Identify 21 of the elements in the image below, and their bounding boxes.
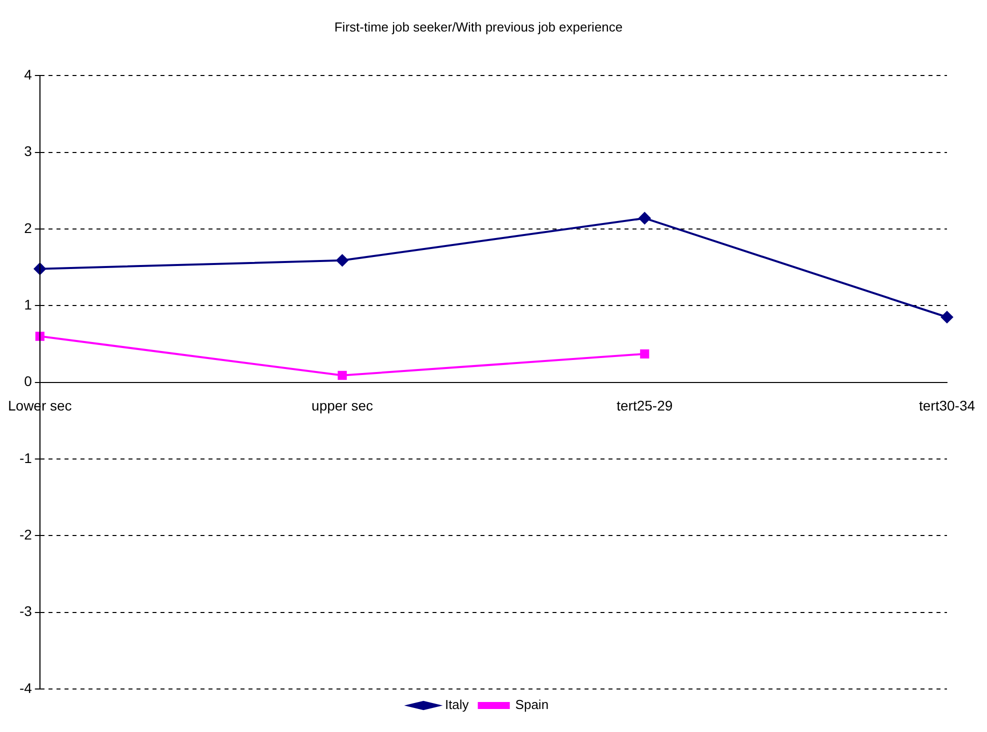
- legend-label: Spain: [515, 697, 549, 712]
- x-tick-label: tert30-34: [918, 398, 976, 414]
- point: [640, 349, 650, 358]
- point: [35, 332, 44, 341]
- y-tick-label: 1: [24, 296, 32, 312]
- x-tick-label: upper sec: [312, 398, 374, 414]
- y-tick-label: -4: [19, 680, 32, 696]
- chart-title: First-time job seeker/With previous job experience: [334, 19, 623, 34]
- y-tick-label: 3: [24, 143, 32, 160]
- y-tick-label: -1: [19, 450, 32, 466]
- point: [941, 311, 953, 324]
- x-tick-label: tert25-29: [616, 398, 673, 414]
- y-tick-label: 4: [24, 66, 32, 82]
- y-tick-label: -3: [19, 603, 32, 620]
- y-tick-label: 0: [24, 373, 32, 390]
- point: [338, 370, 347, 380]
- y-tick-label: -2: [19, 526, 32, 543]
- point: [336, 254, 348, 266]
- legend-label: Italy: [444, 697, 470, 712]
- y-tick-label: 2: [24, 220, 32, 236]
- point: [638, 212, 651, 224]
